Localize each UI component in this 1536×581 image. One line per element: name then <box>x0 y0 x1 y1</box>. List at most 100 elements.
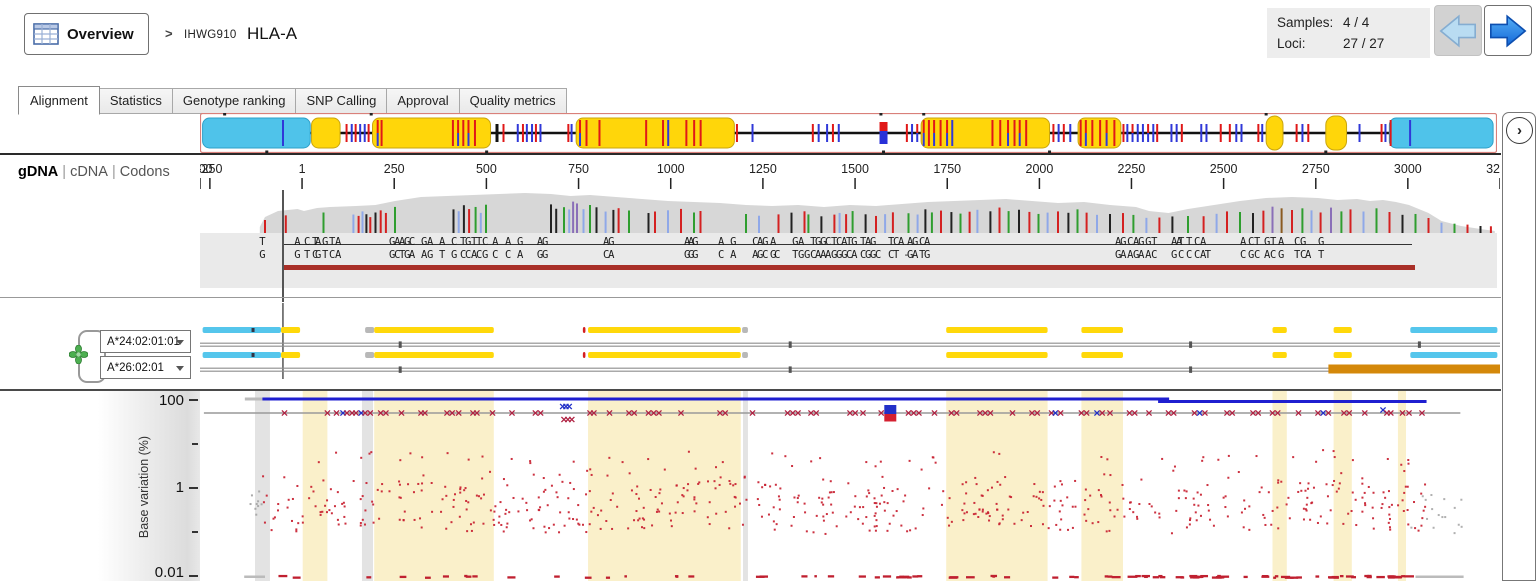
sequence-base: A <box>798 236 805 248</box>
sequence-base: G <box>851 236 858 248</box>
sequence-base: C <box>1299 249 1307 261</box>
ytick-mark <box>189 487 198 489</box>
tab-genotype-ranking[interactable]: Genotype ranking <box>172 88 297 114</box>
sequence-base: A <box>516 249 524 261</box>
sequence-base: G <box>1299 236 1307 248</box>
reference-line <box>284 244 1412 245</box>
mode-codons[interactable]: Codons <box>119 164 170 180</box>
allele-1-dropdown[interactable]: A*24:02:01:01 <box>100 330 191 353</box>
tab-quality-metrics[interactable]: Quality metrics <box>459 88 567 114</box>
sequence-base: C <box>860 249 867 261</box>
svg-text:-250: -250 <box>200 162 222 176</box>
coverage-plot[interactable] <box>200 188 1500 235</box>
sequence-base: G <box>906 249 914 261</box>
sequence-base: T <box>1204 249 1212 261</box>
overview-button[interactable]: Overview <box>24 13 149 55</box>
breadcrumb-sample-id: IHWG910 <box>184 29 237 41</box>
sequence-base: T <box>1317 249 1325 261</box>
sequence-base: G <box>1264 236 1271 248</box>
allele-1-value: A*24:02:01:01 <box>107 335 180 348</box>
sequence-base: C <box>892 236 900 248</box>
sequence-base: A <box>1175 236 1183 248</box>
sequence-base: C <box>450 236 458 248</box>
gene-map-track[interactable] <box>200 113 1497 153</box>
sequence-base: G <box>692 249 699 261</box>
sequence-base: A <box>492 236 499 248</box>
sequence-base: A <box>315 236 322 248</box>
mode-separator: | <box>111 164 116 180</box>
sequence-base: A <box>825 249 832 261</box>
sequence-base: C <box>810 249 817 261</box>
ytick-0-01: 0.01 <box>154 564 184 581</box>
sequence-base: G <box>608 236 615 248</box>
sequence-base: A <box>820 249 827 261</box>
sequence-base: A <box>1127 249 1134 261</box>
sequence-base: G <box>820 236 827 248</box>
sequence-base: G <box>1171 249 1178 261</box>
sequence-base: C <box>505 249 512 261</box>
tab-snp-calling[interactable]: SNP Calling <box>296 88 388 114</box>
svg-text:500: 500 <box>476 162 497 176</box>
sequence-base: C <box>460 249 467 261</box>
sequence-base: A <box>608 249 615 261</box>
sequence-base: T <box>460 236 467 248</box>
sequence-base: G <box>792 236 799 248</box>
mode-cdna[interactable]: cDNA <box>70 164 108 180</box>
position-ruler[interactable]: -500-25012505007501000125015001750200022… <box>200 158 1500 192</box>
allele-link-icon[interactable] <box>69 345 88 364</box>
previous-sample-button[interactable] <box>1434 5 1482 56</box>
axis-gutter <box>98 391 200 581</box>
sequence-base: C <box>1254 249 1261 261</box>
sequence-base: A <box>898 236 905 248</box>
sequence-base: G <box>798 249 805 261</box>
sequence-base: C <box>919 236 926 248</box>
sequence-base: C <box>1270 249 1277 261</box>
sequence-base: A <box>841 236 848 248</box>
coordinate-mode-selector: gDNA | cDNA | Codons <box>18 164 170 180</box>
sequence-base: A <box>815 249 822 261</box>
sequence-base: G <box>730 236 737 248</box>
sequence-base: C <box>304 236 311 248</box>
sequence-base: G <box>420 236 428 248</box>
arrow-right-icon <box>1490 14 1527 47</box>
sequence-base: A <box>1278 236 1285 248</box>
sequence-base: G <box>770 249 777 261</box>
svg-text:2000: 2000 <box>1026 162 1054 176</box>
mode-gdna[interactable]: gDNA <box>18 164 59 180</box>
sequence-base: A <box>757 236 764 248</box>
sequence-base: - <box>903 249 910 261</box>
sequence-base: C <box>481 236 489 248</box>
sequence-base: T <box>322 249 329 261</box>
sequence-base: G <box>870 236 877 248</box>
sequence-base: G <box>542 249 549 261</box>
consensus-bar <box>284 265 1415 270</box>
base-variation-plot[interactable] <box>200 391 1500 581</box>
allele-2-dropdown[interactable]: A*26:02:01 <box>100 356 191 379</box>
next-sample-button[interactable] <box>1484 5 1532 56</box>
sequence-base: C <box>1194 236 1201 248</box>
sequence-base: C <box>888 249 895 261</box>
svg-text:1000: 1000 <box>657 162 685 176</box>
sequence-base: A <box>471 249 478 261</box>
sequence-base: A <box>408 249 416 261</box>
tab-approval[interactable]: Approval <box>387 88 460 114</box>
sequence-base: G <box>692 236 699 248</box>
sequence-base: A <box>718 236 725 248</box>
sequence-base: T <box>329 236 336 248</box>
section-divider <box>0 297 1501 299</box>
sequence-base: A <box>864 236 872 248</box>
sequence-base: A <box>851 249 858 261</box>
svg-text:3250: 3250 <box>1486 162 1500 176</box>
expand-panel-button[interactable]: › <box>1506 117 1533 144</box>
svg-text:1750: 1750 <box>933 162 961 176</box>
svg-text:2250: 2250 <box>1118 162 1146 176</box>
sequence-base: A <box>1305 249 1312 261</box>
sequence-base: A <box>1171 236 1178 248</box>
tab-alignment[interactable]: Alignment <box>18 86 100 115</box>
tab-statistics[interactable]: Statistics <box>99 88 173 114</box>
sequence-base: G <box>259 249 266 261</box>
sequence-base: G <box>404 236 411 248</box>
allele-comparison-tracks[interactable] <box>200 300 1500 389</box>
sequence-base: C <box>602 249 610 261</box>
